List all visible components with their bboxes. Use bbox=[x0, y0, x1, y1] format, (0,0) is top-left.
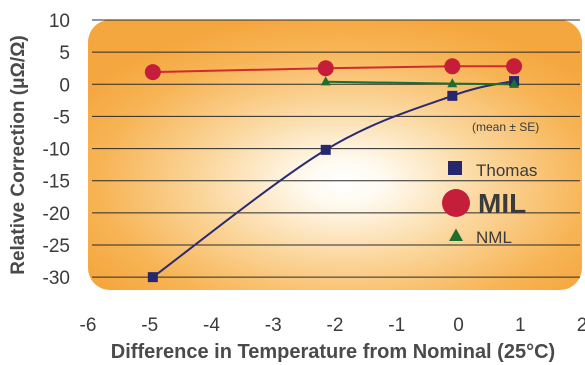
legend-label-mil: MIL bbox=[478, 188, 526, 219]
y-tick-label: -15 bbox=[43, 172, 70, 193]
legend-marker-mil bbox=[442, 189, 470, 217]
y-tick-label: 10 bbox=[49, 11, 70, 32]
series-line-mil bbox=[152, 65, 515, 74]
legend-marker-thomas bbox=[448, 161, 462, 175]
y-tick-label: 0 bbox=[59, 75, 70, 96]
series-markers bbox=[144, 58, 523, 283]
x-tick-label: -5 bbox=[141, 315, 158, 336]
y-tick-label: -25 bbox=[43, 236, 70, 257]
data-point-mil bbox=[506, 58, 523, 75]
y-tick-labels: 10 5 0 -5 -10 -15 -20 -25 -30 bbox=[43, 11, 70, 289]
plot-background bbox=[88, 20, 582, 290]
y-tick-label: -20 bbox=[43, 204, 70, 225]
x-tick-label: -2 bbox=[327, 315, 344, 336]
x-tick-label: -3 bbox=[265, 315, 282, 336]
x-tick-labels: -6 -5 -4 -3 -2 -1 0 1 2 bbox=[80, 315, 585, 336]
x-axis-title: Difference in Temperature from Nominal (… bbox=[111, 341, 555, 363]
y-tick-label: -5 bbox=[53, 107, 70, 128]
legend: Thomas MIL NML bbox=[442, 161, 537, 247]
y-tick-label: -10 bbox=[43, 140, 70, 161]
y-tick-label: -30 bbox=[43, 268, 70, 289]
data-point-mil bbox=[317, 60, 334, 77]
x-tick-label: -6 bbox=[80, 315, 97, 336]
data-point-nml bbox=[509, 78, 520, 88]
x-tick-label: 0 bbox=[453, 315, 464, 336]
x-tick-label: -1 bbox=[388, 315, 405, 336]
y-tick-label: 5 bbox=[59, 43, 70, 64]
annotation: (mean ± SE) bbox=[472, 120, 539, 134]
x-tick-label: 2 bbox=[577, 315, 585, 336]
series-line-thomas bbox=[152, 80, 515, 278]
legend-label-thomas: Thomas bbox=[476, 161, 537, 180]
data-point-mil bbox=[444, 58, 461, 75]
x-tick-label: 1 bbox=[515, 315, 526, 336]
legend-label-nml: NML bbox=[476, 228, 512, 247]
y-axis-title: Relative Correction (μΩ/Ω) bbox=[8, 35, 29, 275]
data-point-thomas bbox=[320, 144, 331, 155]
x-tick-label: -4 bbox=[203, 315, 220, 336]
grid-lines bbox=[92, 19, 580, 278]
data-point-nml bbox=[320, 76, 331, 86]
data-point-nml bbox=[447, 78, 458, 88]
data-point-thomas bbox=[447, 90, 458, 101]
data-point-mil bbox=[144, 64, 161, 81]
data-point-thomas bbox=[147, 272, 158, 283]
legend-marker-nml bbox=[449, 228, 463, 242]
